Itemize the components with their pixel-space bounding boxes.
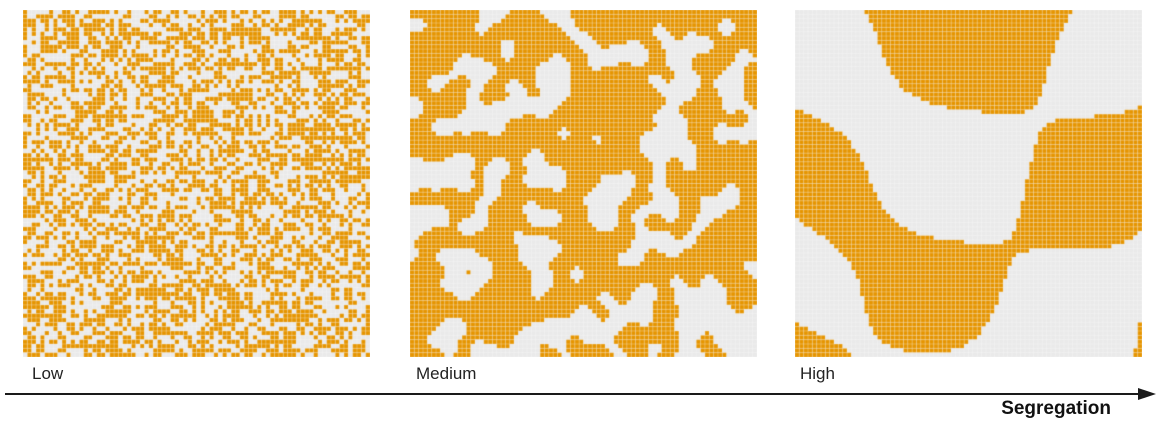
grid-panel-high xyxy=(795,10,1142,357)
grid-panel-medium xyxy=(410,10,757,357)
grid-canvas-low xyxy=(23,10,370,357)
panel-label-medium: Medium xyxy=(416,364,477,383)
segregation-axis xyxy=(5,388,1156,400)
grid-canvas-high xyxy=(795,10,1142,357)
grid-panel-low xyxy=(23,10,370,357)
panel-label-low: Low xyxy=(32,364,64,383)
panel-label-high: High xyxy=(800,364,835,383)
axis-title: Segregation xyxy=(1001,398,1111,419)
grid-canvas-medium xyxy=(410,10,757,357)
axis-arrowhead xyxy=(1138,388,1156,400)
